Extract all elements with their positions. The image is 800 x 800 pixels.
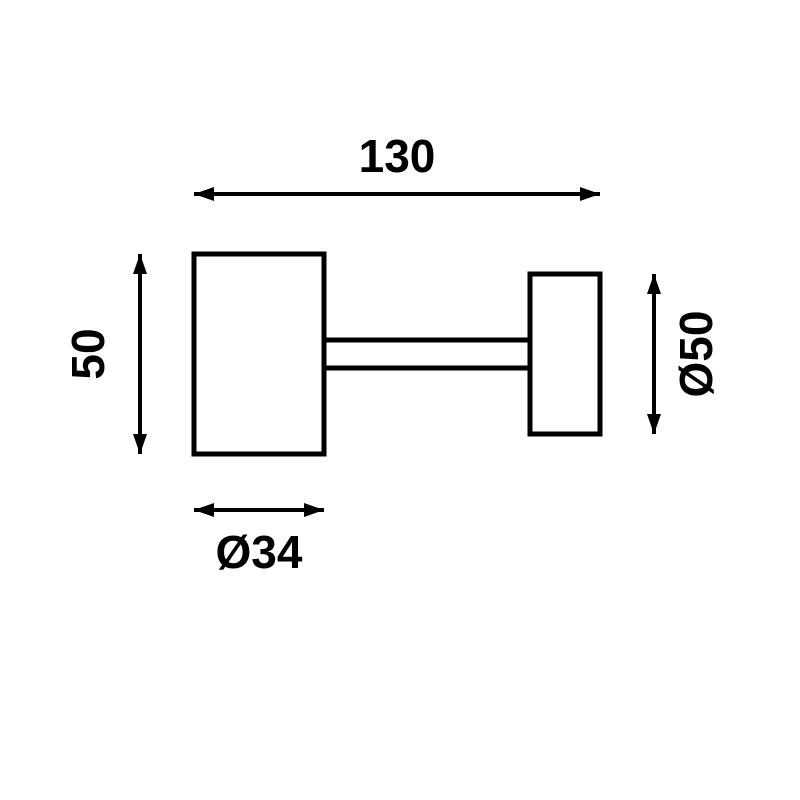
arrowhead: [647, 414, 661, 434]
arrowhead: [194, 187, 214, 201]
dim-left-height-label: 50: [62, 328, 114, 379]
arrowhead: [133, 434, 147, 454]
arrowhead: [647, 274, 661, 294]
arrowhead: [580, 187, 600, 201]
left-block: [194, 254, 324, 454]
shaft: [324, 340, 530, 368]
arrowhead: [133, 254, 147, 274]
dim-right-diameter-label: Ø50: [670, 311, 722, 398]
technical-drawing: 130 Ø34 50 Ø50: [0, 0, 800, 800]
arrowhead: [194, 503, 214, 517]
dim-overall-length-label: 130: [359, 130, 436, 182]
arrowhead: [304, 503, 324, 517]
right-block: [530, 274, 600, 434]
dim-left-diameter-label: Ø34: [216, 526, 303, 578]
